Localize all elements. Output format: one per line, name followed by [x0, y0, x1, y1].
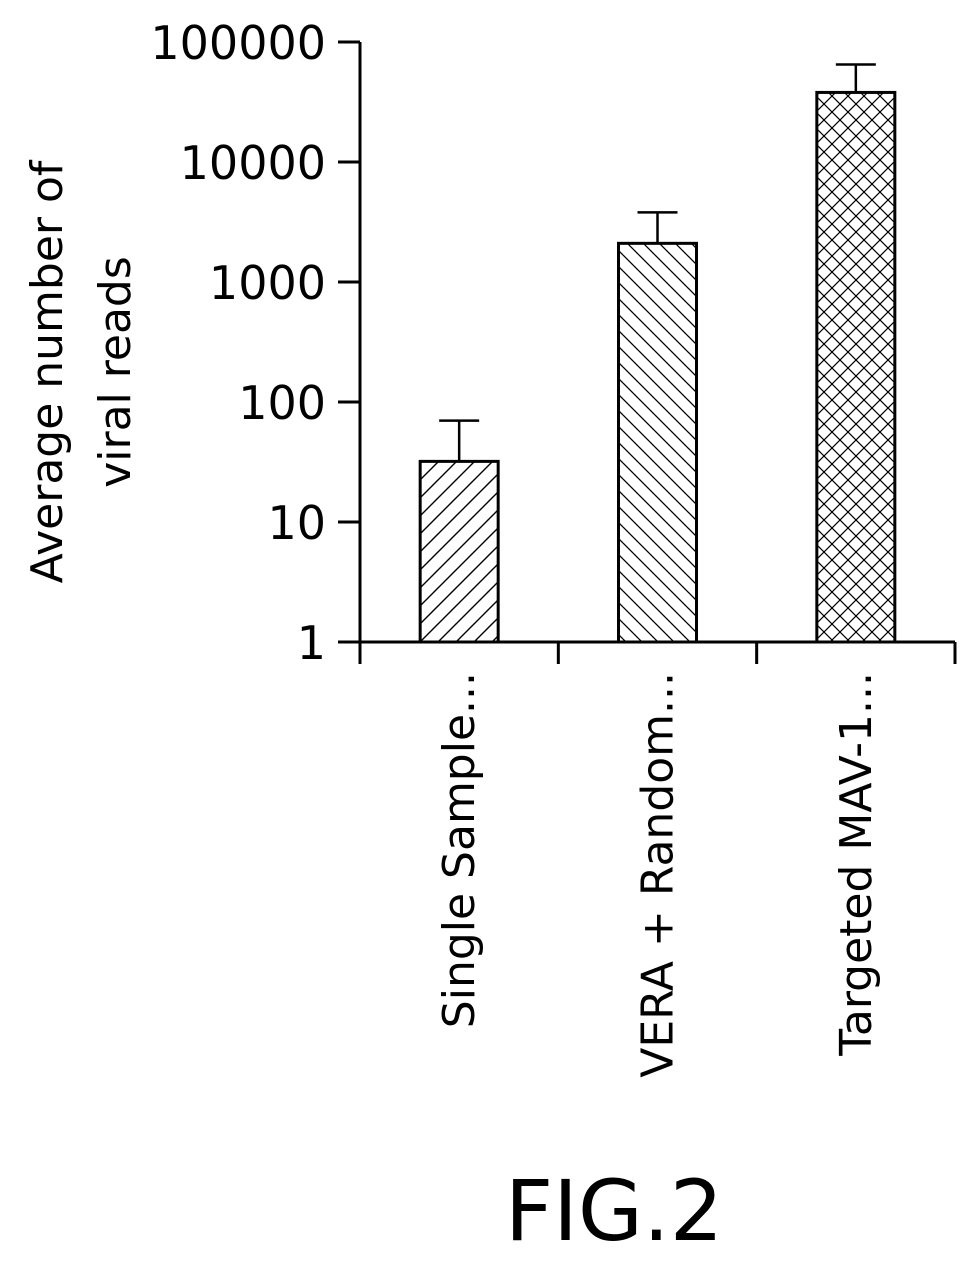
y-tick-label: 10000 [180, 136, 326, 190]
y-tick-label: 10 [267, 496, 326, 550]
figure-caption: FIG.2 [505, 1162, 723, 1260]
y-axis-title-line-1: Average number of [22, 159, 73, 583]
y-axis-title-line-2: viral reads [90, 256, 141, 488]
y-tick-label: 1 [297, 616, 326, 670]
y-tick-label: 1000 [209, 256, 326, 310]
bar [418, 459, 500, 644]
y-tick-label: 100 [238, 376, 326, 430]
y-axis-title: Average number of viral reads [22, 159, 141, 583]
bars [418, 63, 897, 644]
y-tick-label: 100000 [150, 16, 326, 70]
x-axis [358, 640, 957, 664]
y-axis: 1 10 100 1000 10000 100000 [150, 16, 362, 670]
category-labels: Single Sample... VERA + Random... Targeted… [434, 672, 882, 1078]
bar [617, 241, 698, 644]
x-category-label: Single Sample... [434, 672, 485, 1028]
bar [815, 90, 897, 644]
x-category-label: Targeted MAV-1... [831, 672, 882, 1057]
x-category-label: VERA + Random... [633, 672, 684, 1078]
